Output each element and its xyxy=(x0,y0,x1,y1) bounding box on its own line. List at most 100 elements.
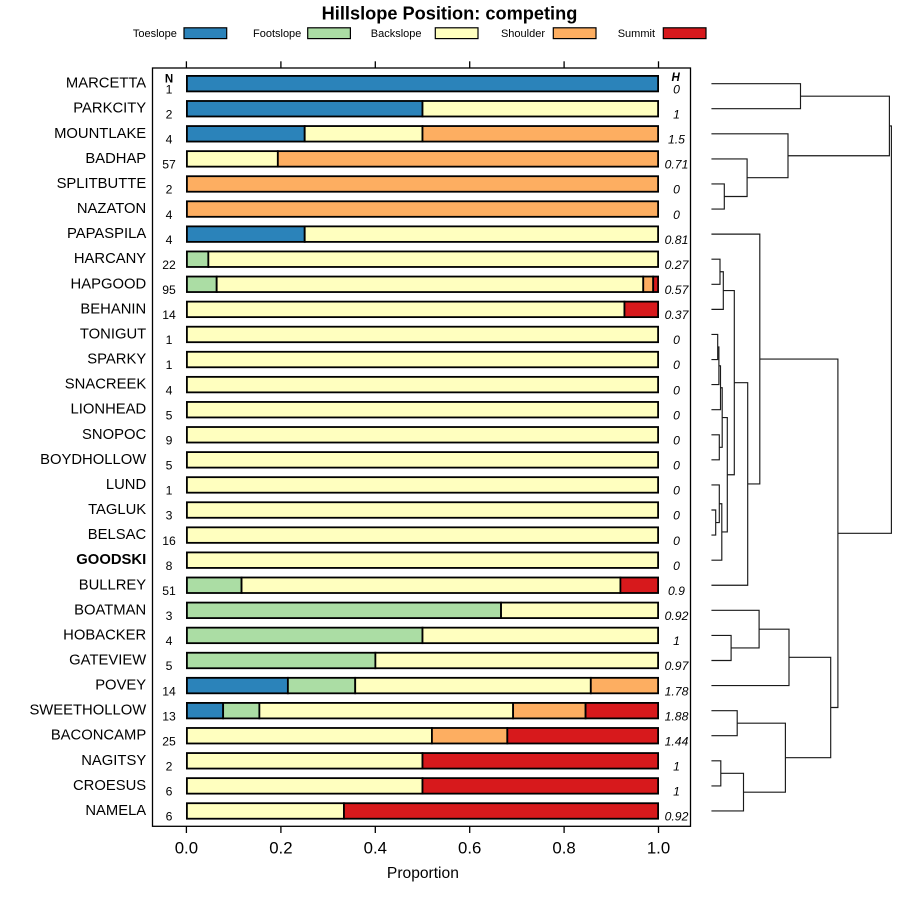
svg-text:0: 0 xyxy=(673,433,680,447)
svg-text:0.8: 0.8 xyxy=(552,838,575,857)
svg-text:14: 14 xyxy=(162,308,176,322)
svg-text:1.88: 1.88 xyxy=(665,709,689,723)
svg-text:BADHAP: BADHAP xyxy=(85,151,146,167)
svg-text:0.4: 0.4 xyxy=(364,838,387,857)
svg-text:0.2: 0.2 xyxy=(269,838,292,857)
svg-text:2: 2 xyxy=(166,760,173,774)
svg-text:BOYDHOLLOW: BOYDHOLLOW xyxy=(40,452,146,468)
svg-text:0: 0 xyxy=(673,183,680,197)
svg-text:25: 25 xyxy=(162,734,176,748)
svg-text:0.6: 0.6 xyxy=(458,838,481,857)
svg-text:1: 1 xyxy=(166,82,173,96)
svg-text:0.9: 0.9 xyxy=(668,584,685,598)
svg-text:TONIGUT: TONIGUT xyxy=(80,326,146,342)
svg-text:0: 0 xyxy=(673,383,680,397)
svg-text:0: 0 xyxy=(673,358,680,372)
svg-text:0: 0 xyxy=(673,333,680,347)
svg-text:Summit: Summit xyxy=(618,28,655,40)
svg-text:SPARKY: SPARKY xyxy=(87,352,146,368)
svg-text:14: 14 xyxy=(162,684,176,698)
svg-text:4: 4 xyxy=(166,233,173,247)
svg-text:0: 0 xyxy=(673,484,680,498)
svg-text:1.0: 1.0 xyxy=(647,838,670,857)
svg-text:2: 2 xyxy=(166,107,173,121)
svg-text:HAPGOOD: HAPGOOD xyxy=(71,276,147,292)
svg-text:4: 4 xyxy=(166,208,173,222)
svg-text:4: 4 xyxy=(166,133,173,147)
svg-text:PARKCITY: PARKCITY xyxy=(73,101,146,117)
svg-text:0.37: 0.37 xyxy=(665,308,690,322)
svg-text:GATEVIEW: GATEVIEW xyxy=(69,652,146,668)
svg-text:1.5: 1.5 xyxy=(668,133,685,147)
svg-text:22: 22 xyxy=(162,258,176,272)
svg-text:Proportion: Proportion xyxy=(387,865,459,882)
svg-text:PAPASPILA: PAPASPILA xyxy=(67,226,146,242)
svg-text:N: N xyxy=(165,73,173,85)
svg-text:POVEY: POVEY xyxy=(95,678,146,694)
svg-text:1: 1 xyxy=(673,107,680,121)
svg-text:1: 1 xyxy=(673,634,680,648)
svg-text:SWEETHOLLOW: SWEETHOLLOW xyxy=(29,703,146,719)
svg-text:0.27: 0.27 xyxy=(665,258,690,272)
svg-text:HOBACKER: HOBACKER xyxy=(63,627,146,643)
svg-text:LUND: LUND xyxy=(106,477,146,493)
svg-text:SPLITBUTTE: SPLITBUTTE xyxy=(57,176,147,192)
svg-text:5: 5 xyxy=(166,659,173,673)
svg-text:0.92: 0.92 xyxy=(665,609,689,623)
svg-text:16: 16 xyxy=(162,534,176,548)
svg-text:51: 51 xyxy=(162,584,176,598)
svg-text:5: 5 xyxy=(166,459,173,473)
svg-text:6: 6 xyxy=(166,810,173,824)
svg-text:0.81: 0.81 xyxy=(665,233,689,247)
svg-text:TAGLUK: TAGLUK xyxy=(88,502,146,518)
svg-text:95: 95 xyxy=(162,283,176,297)
svg-text:LIONHEAD: LIONHEAD xyxy=(71,402,147,418)
svg-text:57: 57 xyxy=(162,158,176,172)
svg-text:1.44: 1.44 xyxy=(665,734,689,748)
svg-text:BELSAC: BELSAC xyxy=(88,527,147,543)
svg-text:SNACREEK: SNACREEK xyxy=(65,377,147,393)
svg-text:0.92: 0.92 xyxy=(665,810,689,824)
svg-text:HARCANY: HARCANY xyxy=(74,251,146,267)
svg-text:1: 1 xyxy=(673,760,680,774)
svg-text:0: 0 xyxy=(673,459,680,473)
svg-text:NAZATON: NAZATON xyxy=(77,201,146,217)
svg-text:1: 1 xyxy=(166,484,173,498)
svg-text:Shoulder: Shoulder xyxy=(501,28,545,40)
svg-text:8: 8 xyxy=(166,559,173,573)
svg-text:0.71: 0.71 xyxy=(665,158,689,172)
svg-text:MOUNTLAKE: MOUNTLAKE xyxy=(54,126,146,142)
svg-text:0: 0 xyxy=(673,534,680,548)
svg-text:Hillslope Position: competing: Hillslope Position: competing xyxy=(322,4,578,24)
svg-text:1: 1 xyxy=(166,333,173,347)
svg-text:0.97: 0.97 xyxy=(665,659,690,673)
svg-text:NAMELA: NAMELA xyxy=(85,803,146,819)
svg-text:4: 4 xyxy=(166,634,173,648)
svg-text:0: 0 xyxy=(673,82,680,96)
svg-text:MARCETTA: MARCETTA xyxy=(66,76,146,92)
svg-text:0: 0 xyxy=(673,208,680,222)
svg-text:0: 0 xyxy=(673,509,680,523)
svg-text:1: 1 xyxy=(673,785,680,799)
svg-text:GOODSKI: GOODSKI xyxy=(76,552,146,568)
svg-text:0.0: 0.0 xyxy=(175,838,198,857)
svg-text:SNOPOC: SNOPOC xyxy=(82,427,146,443)
svg-text:BULLREY: BULLREY xyxy=(79,577,147,593)
svg-text:4: 4 xyxy=(166,383,173,397)
svg-text:CROESUS: CROESUS xyxy=(73,778,146,794)
svg-text:6: 6 xyxy=(166,785,173,799)
svg-text:9: 9 xyxy=(166,433,173,447)
svg-text:2: 2 xyxy=(166,183,173,197)
svg-text:NAGITSY: NAGITSY xyxy=(81,753,146,769)
svg-text:H: H xyxy=(671,72,680,84)
svg-text:Toeslope: Toeslope xyxy=(133,28,177,40)
svg-text:0.57: 0.57 xyxy=(665,283,690,297)
svg-text:Backslope: Backslope xyxy=(371,28,422,40)
svg-text:Footslope: Footslope xyxy=(253,28,301,40)
svg-text:3: 3 xyxy=(166,509,173,523)
svg-text:3: 3 xyxy=(166,609,173,623)
svg-text:BOATMAN: BOATMAN xyxy=(74,602,146,618)
svg-text:5: 5 xyxy=(166,408,173,422)
svg-text:BEHANIN: BEHANIN xyxy=(80,301,146,317)
svg-text:BACONCAMP: BACONCAMP xyxy=(51,728,147,744)
